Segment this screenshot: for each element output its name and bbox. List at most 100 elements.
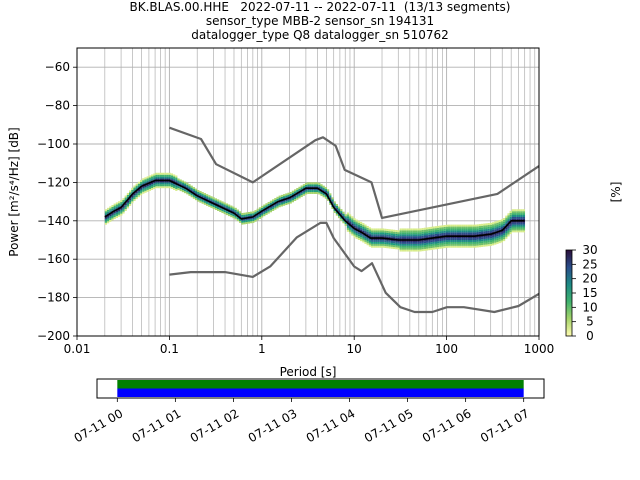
psd-cell xyxy=(511,226,515,229)
psd-cell xyxy=(131,195,134,198)
psd-cell xyxy=(507,219,510,222)
psd-cell xyxy=(131,189,134,192)
psd-cell xyxy=(241,220,244,223)
psd-cell xyxy=(423,239,427,242)
psd-cell xyxy=(485,230,488,233)
psd-cell xyxy=(485,234,488,237)
psd-histogram xyxy=(104,172,526,252)
psd-cell xyxy=(232,216,235,219)
psd-cell xyxy=(272,201,275,204)
psd-cell xyxy=(357,222,361,225)
psd-cell xyxy=(461,245,464,248)
psd-cell xyxy=(500,225,504,228)
y-tick-label: −60 xyxy=(45,60,70,74)
psd-cell xyxy=(120,209,123,212)
psd-cell xyxy=(302,186,306,189)
psd-cell xyxy=(465,238,468,241)
psd-cell xyxy=(124,203,127,206)
psd-cell xyxy=(423,246,427,249)
psd-cell xyxy=(115,202,119,205)
psd-cell xyxy=(267,207,270,210)
psd-cell xyxy=(177,180,180,183)
psd-cell xyxy=(516,220,519,223)
psd-cell xyxy=(472,230,475,233)
psd-cell xyxy=(459,232,462,235)
psd-cell xyxy=(159,182,163,185)
psd-cell xyxy=(393,243,396,246)
psd-cell xyxy=(309,190,312,193)
psd-cell xyxy=(223,210,226,213)
psd-cell xyxy=(333,201,336,204)
psd-cell xyxy=(243,220,246,223)
psd-cell xyxy=(256,214,259,217)
psd-cell xyxy=(445,236,449,239)
psd-cell xyxy=(443,238,446,241)
colorbar xyxy=(565,249,573,337)
psd-cell xyxy=(461,238,464,241)
psd-cell xyxy=(476,232,479,235)
psd-cell xyxy=(452,239,455,242)
psd-cell xyxy=(197,190,200,193)
psd-cell xyxy=(450,241,453,244)
psd-cell xyxy=(483,223,486,226)
psd-cell xyxy=(146,184,149,187)
psd-cell xyxy=(441,238,444,241)
psd-cell xyxy=(265,210,268,213)
psd-cell xyxy=(467,245,471,248)
psd-cell xyxy=(437,243,440,246)
psd-cell xyxy=(509,232,512,235)
psd-cell xyxy=(322,189,325,192)
x-tick-label: 100 xyxy=(435,342,458,356)
timeline-tick-label: 07-11 04 xyxy=(304,406,358,445)
psd-cell xyxy=(188,186,191,189)
psd-cell xyxy=(115,210,119,213)
psd-cell xyxy=(162,186,165,189)
psd-cell xyxy=(305,184,308,187)
psd-cell xyxy=(274,207,277,210)
psd-cell xyxy=(472,232,475,235)
psd-cell xyxy=(478,241,482,244)
psd-cell xyxy=(122,209,125,212)
psd-cell xyxy=(467,236,471,239)
psd-cell xyxy=(118,214,121,217)
psd-cell xyxy=(379,245,383,248)
psd-cell xyxy=(494,240,497,243)
psd-cell xyxy=(331,201,334,204)
psd-cell xyxy=(412,236,416,239)
colorbar-tick-label: 5 xyxy=(586,315,594,329)
psd-cell xyxy=(195,192,198,195)
psd-cell xyxy=(388,231,391,234)
psd-cell xyxy=(408,236,411,239)
psd-cell xyxy=(258,215,262,217)
psd-cell xyxy=(247,211,251,214)
psd-cell xyxy=(296,193,299,196)
psd-cell xyxy=(368,229,372,232)
psd-cell xyxy=(404,241,407,244)
psd-cell xyxy=(432,234,435,237)
psd-cell xyxy=(133,187,136,190)
psd-cell xyxy=(276,204,279,207)
psd-cell xyxy=(514,218,517,221)
psd-cell xyxy=(294,197,297,200)
psd-cell xyxy=(276,206,279,209)
psd-cell xyxy=(379,239,383,242)
psd-cell xyxy=(377,236,380,239)
psd-cell xyxy=(269,208,273,211)
psd-cell xyxy=(294,195,297,198)
psd-cell xyxy=(445,230,449,233)
psd-cell xyxy=(173,178,176,181)
psd-cell xyxy=(170,179,174,182)
psd-cell xyxy=(351,218,354,221)
psd-cell xyxy=(401,243,405,246)
psd-cell xyxy=(474,230,477,233)
psd-cell xyxy=(153,183,156,186)
psd-cell xyxy=(485,229,488,232)
psd-cell xyxy=(294,189,297,192)
psd-cell xyxy=(353,218,356,221)
psd-cell xyxy=(265,209,268,212)
psd-cell xyxy=(474,226,477,229)
psd-cell xyxy=(252,217,255,220)
psd-cell xyxy=(520,230,523,233)
psd-cell xyxy=(274,205,277,208)
psd-cell xyxy=(426,237,429,240)
